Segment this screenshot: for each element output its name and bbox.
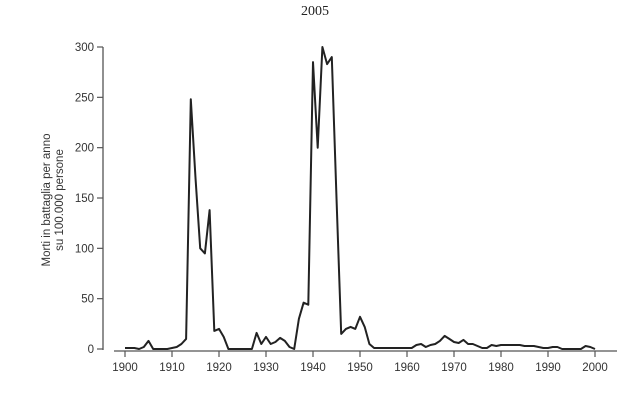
x-tick-label: 1910 [159,362,185,374]
y-axis-label-line-2: su 100.000 persone [54,149,66,251]
x-tick-label: 1980 [488,362,514,374]
x-tick-label: 1970 [441,362,467,374]
y-tick-label: 150 [75,193,94,205]
x-tick-label: 1960 [394,362,420,374]
axes: 0 50 100 150 200 250 300 1900 1910 1920 1930 1940 19… [75,42,617,374]
y-tick-label: 300 [75,42,94,54]
x-tick-label: 2000 [582,362,608,374]
x-tick-label: 1950 [347,362,373,374]
y-tick-label: 250 [75,92,94,104]
y-tick-label: 50 [81,294,94,306]
series-line [125,46,596,350]
x-tick-label: 1940 [300,362,326,374]
x-tick-label: 1920 [206,362,232,374]
y-tick-label: 0 [88,344,94,356]
y-axis-label-line-1: Morti in battaglia per anno [41,134,53,267]
x-tick-label: 1990 [535,362,561,374]
y-tick-label: 200 [75,143,94,155]
x-tick-label: 1900 [112,362,138,374]
chart-title: 2005 [301,4,329,19]
x-tick-label: 1930 [253,362,279,374]
y-tick-label: 100 [75,243,94,255]
